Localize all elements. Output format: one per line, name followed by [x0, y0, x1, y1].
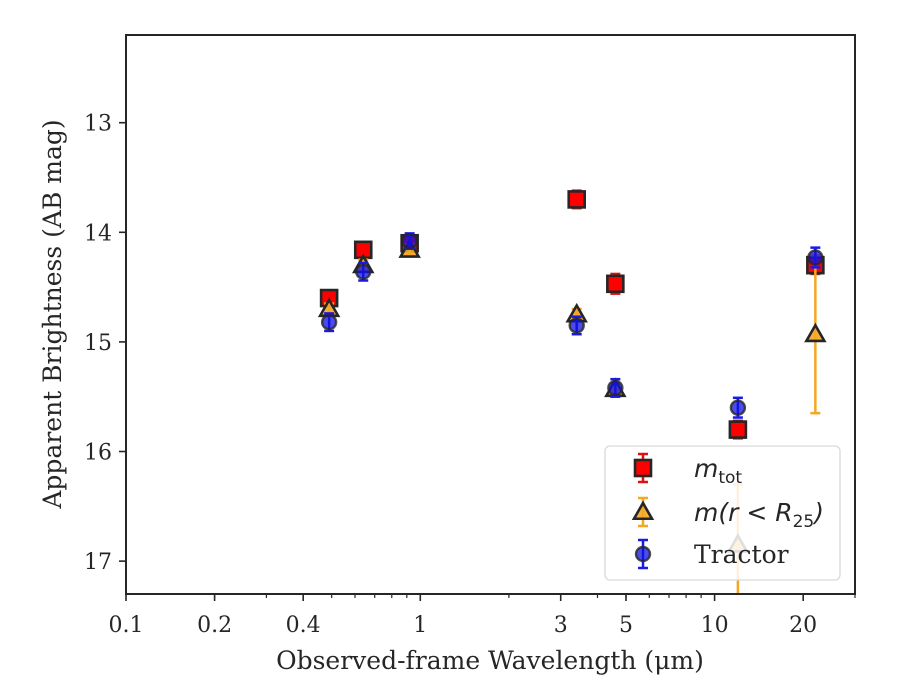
- circle-marker: [634, 545, 652, 563]
- circle-marker: [320, 313, 338, 331]
- plot-frame: [125, 34, 856, 595]
- circle-marker: [607, 379, 624, 397]
- triangle-marker: [804, 322, 827, 343]
- x-axis-title: Observed-frame Wavelength (μm): [276, 646, 704, 675]
- circle-marker: [807, 249, 824, 266]
- y-tick-label: 13: [84, 112, 112, 137]
- x-tick-label: 5: [619, 613, 633, 638]
- x-tick-label: 0.1: [109, 613, 144, 638]
- x-tick-label: 10: [701, 613, 729, 638]
- y-tick-label: 15: [84, 331, 112, 356]
- legend-box: [604, 445, 841, 581]
- square-marker: [567, 190, 587, 209]
- square-marker: [728, 420, 748, 439]
- x-tick-label: 0.4: [286, 613, 321, 638]
- y-tick-label: 14: [84, 221, 112, 246]
- x-tick-label: 1: [413, 613, 427, 638]
- x-tick-label: 3: [554, 613, 568, 638]
- square-marker: [633, 458, 653, 478]
- circle-marker: [568, 317, 585, 334]
- legend-label: Tractor: [694, 540, 789, 569]
- y-axis-title: Apparent Brightness (AB mag): [38, 119, 67, 509]
- x-tick-label: 0.2: [197, 613, 232, 638]
- triangle-marker: [631, 500, 655, 521]
- circle-marker: [401, 232, 418, 250]
- y-tick-label: 17: [84, 550, 112, 575]
- series-tractor: [320, 232, 824, 419]
- square-marker: [606, 274, 625, 294]
- circle-marker: [729, 399, 747, 416]
- y-tick-label: 16: [84, 441, 112, 466]
- x-tick-label: 20: [789, 613, 817, 638]
- circle-marker: [355, 263, 372, 280]
